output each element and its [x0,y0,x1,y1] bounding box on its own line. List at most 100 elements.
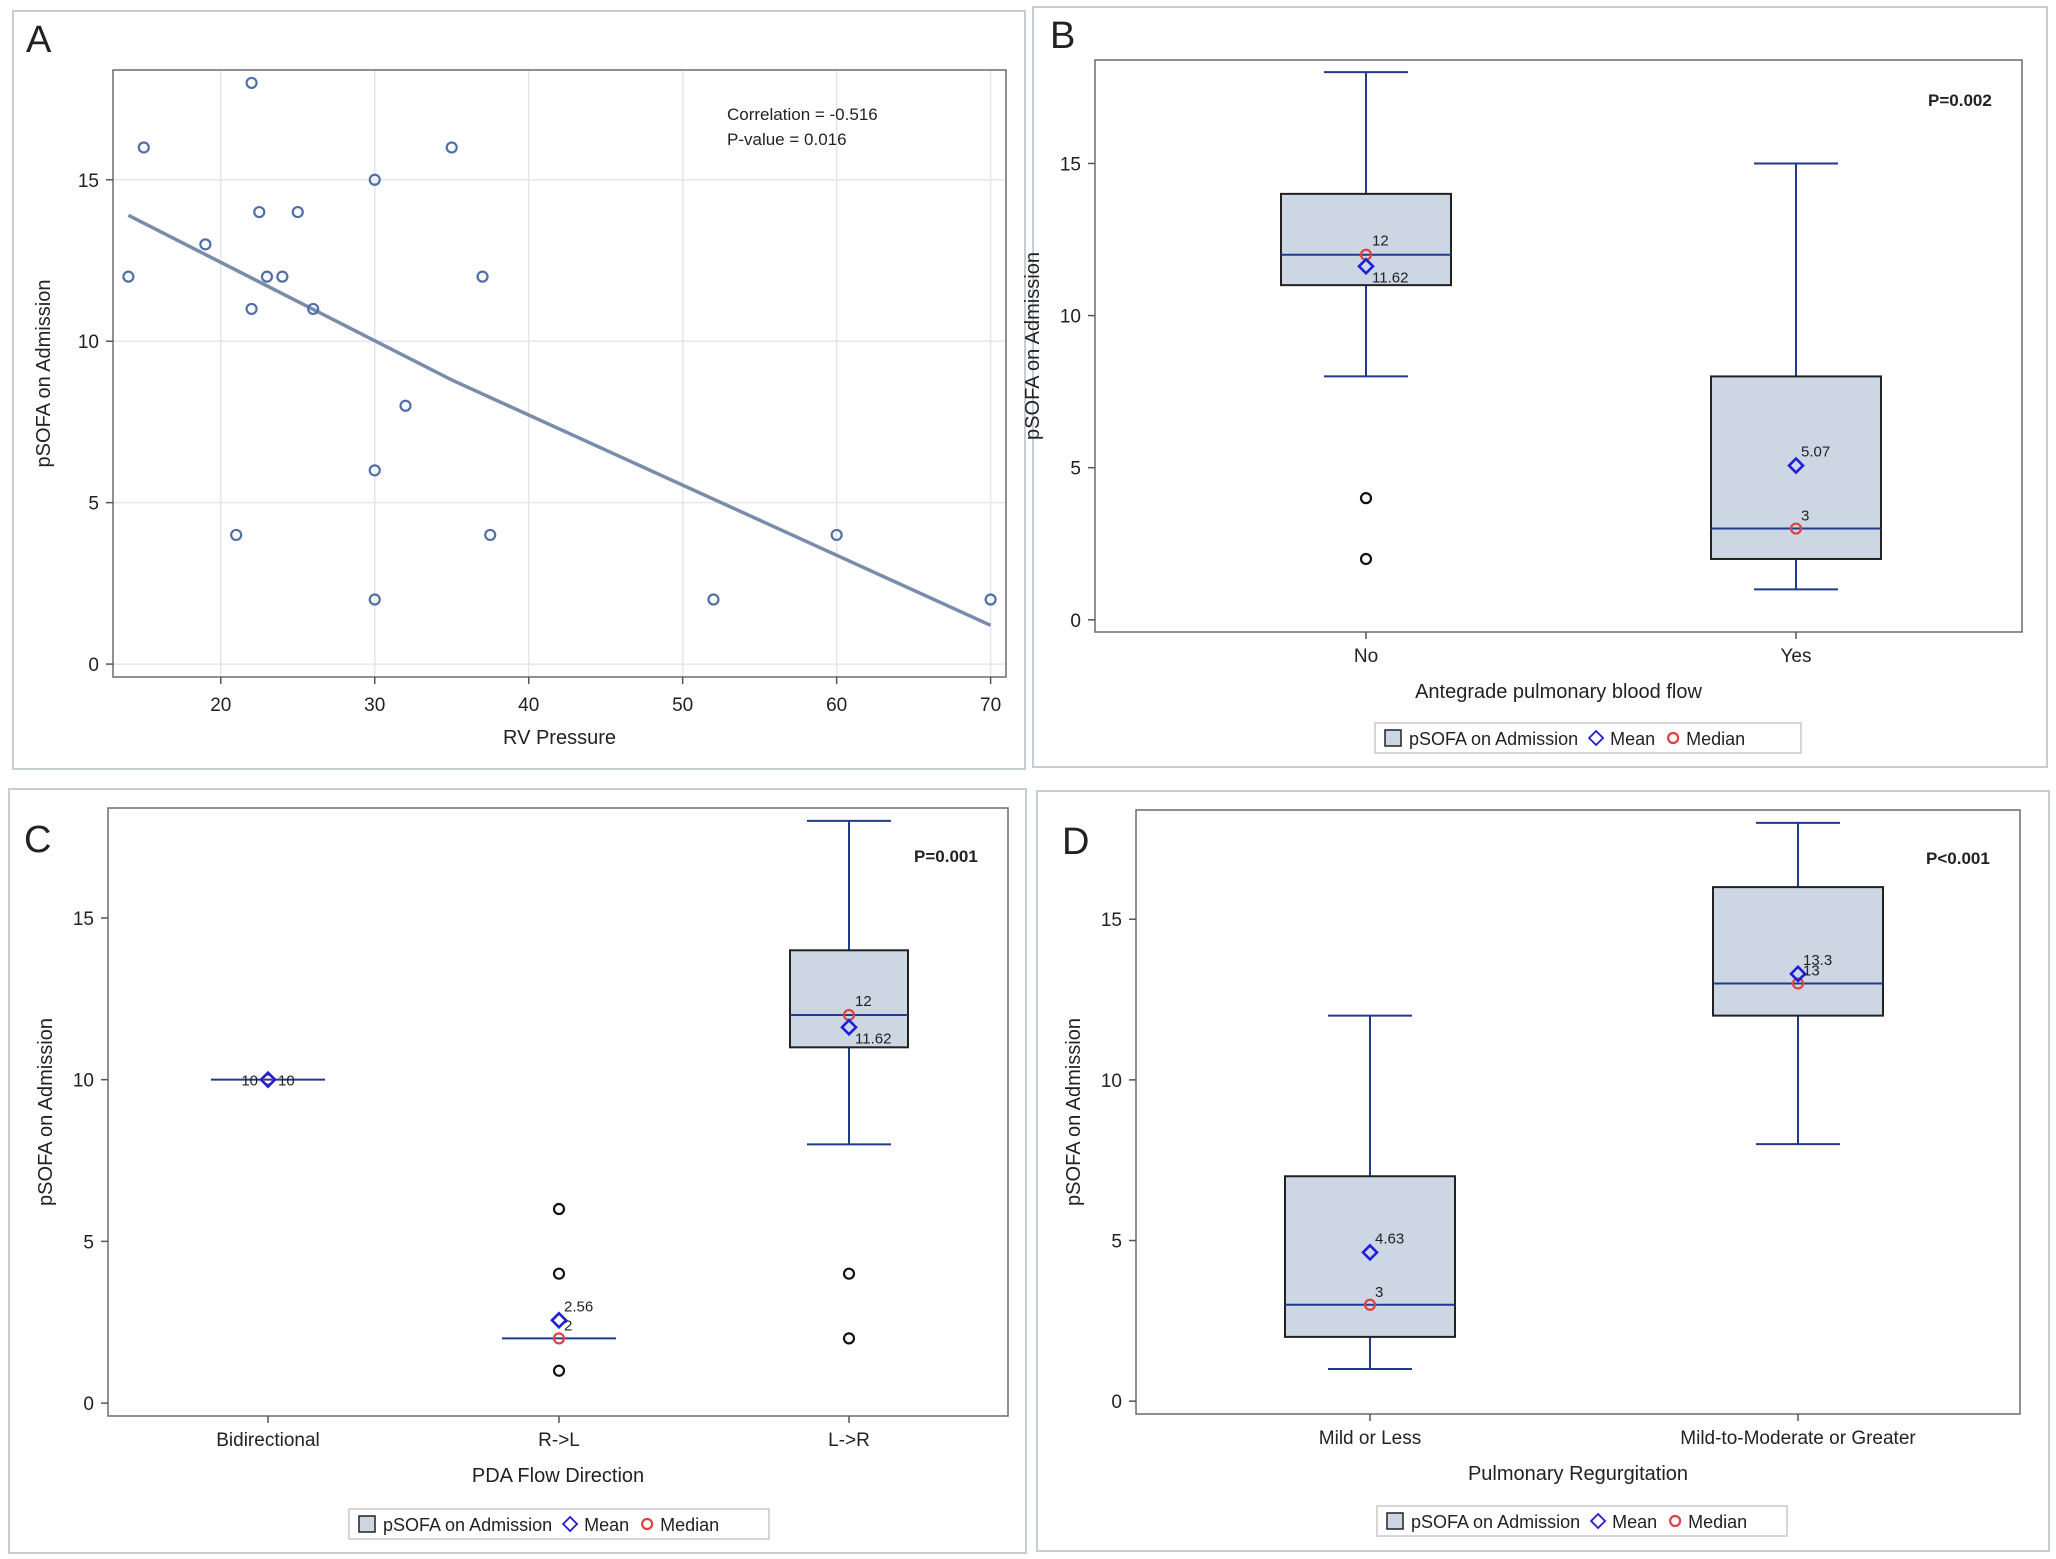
panel-letter-d: D [1062,821,1089,863]
scatter-point [253,205,266,219]
scatter-point [399,399,412,412]
y-tick-label: 10 [73,1071,94,1092]
legend-label-mean: Mean [1612,1512,1657,1532]
scatter-point [368,464,381,477]
box-iqr [789,949,909,1049]
outlier-point [552,1267,566,1280]
mean-label: 13.3 [1803,952,1832,969]
y-tick-label: 5 [1070,459,1081,480]
mean-label: 2.56 [564,1298,593,1315]
box-iqr [1710,375,1882,560]
median-marker [552,1332,566,1345]
scatter-point [707,593,720,606]
scatter-point [260,270,274,283]
mean-label: 5.07 [1801,444,1830,461]
y-tick-label: 15 [78,171,99,192]
panel-a [12,10,1026,770]
mean-marker [840,1018,858,1037]
outlier-point [842,1267,856,1280]
x-axis-title: PDA Flow Direction [472,1465,644,1487]
mean-marker [259,1070,277,1089]
median-label: 12 [1372,233,1389,250]
legend-label-median: Median [1686,729,1745,749]
x-axis-title: Pulmonary Regurgitation [1468,1463,1688,1485]
scatter-point [984,593,997,606]
mean-label: 11.62 [1372,269,1408,286]
y-tick-label: 0 [83,1394,94,1415]
scatter-point [445,141,458,154]
x-tick-label: Mild or Less [1319,1428,1421,1449]
scatter-point [230,528,243,542]
legend-swatch-box [358,1515,376,1533]
plot-frame-a [112,69,1007,678]
legend-swatch-mean [1587,729,1605,747]
scatter-point [122,270,135,283]
legend-label-box: pSOFA on Admission [1409,729,1578,749]
legend-swatch-median [1669,1514,1682,1528]
legend-label-box: pSOFA on Admission [383,1515,552,1535]
mean-marker [1789,965,1807,983]
x-axis-title: Antegrade pulmonary blood flow [1415,681,1702,703]
regression-line [127,213,992,627]
x-tick-label: 40 [518,695,539,716]
panel-letter-b: B [1050,15,1075,57]
legend-label-median: Median [1688,1512,1747,1532]
outlier-point [1359,492,1373,505]
mean-marker [1357,257,1375,276]
x-axis-title: RV Pressure [503,727,616,749]
y-tick-label: 10 [78,332,99,353]
legend-box [348,1508,770,1540]
legend-swatch-median [641,1517,654,1531]
legend-swatch-box [1386,1512,1404,1530]
mean-marker [1787,456,1805,475]
scatter-point [307,302,320,316]
legend-box [1376,1505,1788,1537]
plot-frame-c [107,807,1009,1417]
outlier-point [552,1202,566,1216]
x-tick-label: No [1354,646,1378,667]
y-tick-label: 0 [1111,1392,1122,1413]
y-tick-label: 5 [83,1232,94,1253]
mean-label: 11.62 [855,1030,891,1047]
panel-c [8,788,1027,1554]
x-tick-label: Yes [1781,646,1812,667]
scatter-point [368,173,381,186]
scatter-point [484,528,497,542]
median-label: 3 [1375,1284,1383,1301]
x-tick-label: 50 [672,695,693,716]
scatter-point [199,238,212,251]
scatter-point [245,302,258,316]
mean-marker [1361,1243,1379,1262]
plot-frame-d [1135,809,2021,1415]
legend-label-median: Median [660,1515,719,1535]
median-marker [1791,977,1805,990]
median-label: 10 [278,1073,295,1090]
box-iqr [1280,192,1452,287]
box-iqr [1712,886,1884,1017]
p-value-annotation: P=0.001 [914,847,978,866]
y-tick-label: 5 [1111,1232,1122,1253]
median-marker [1789,522,1803,535]
outlier-point [552,1364,566,1377]
median-marker [1363,1298,1377,1311]
y-axis-title: pSOFA on Admission [35,1018,57,1206]
scatter-point [368,593,381,606]
legend-swatch-box [1384,729,1402,747]
scatter-point [245,76,258,90]
x-tick-label: R->L [538,1430,580,1451]
plot-frame-b [1094,59,2023,633]
legend-label-box: pSOFA on Admission [1411,1512,1580,1532]
y-axis-title: pSOFA on Admission [1063,1018,1085,1206]
scatter-point [276,270,289,283]
y-tick-label: 5 [88,494,99,515]
y-tick-label: 15 [1060,154,1081,175]
mean-label: 10 [241,1073,258,1090]
y-tick-label: 0 [88,655,99,676]
median-marker [261,1073,275,1086]
median-label: 12 [855,993,872,1010]
y-axis-title: pSOFA on Admission [1022,252,1044,440]
correlation-annotation: Correlation = -0.516 [727,105,878,124]
legend-swatch-mean [1589,1512,1607,1530]
x-tick-label: L->R [828,1430,870,1451]
